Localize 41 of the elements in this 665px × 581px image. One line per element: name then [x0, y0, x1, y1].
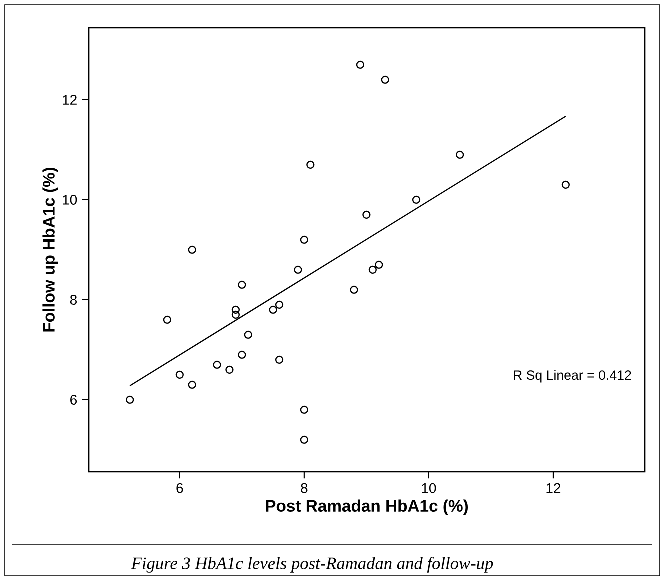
- point: [368, 266, 377, 274]
- point: [226, 366, 234, 374]
- point: [456, 150, 464, 160]
- x-tick-label: 6: [176, 483, 184, 494]
- point: [362, 210, 371, 220]
- point: [188, 380, 196, 390]
- point: [375, 260, 384, 270]
- point: [356, 60, 365, 70]
- x-tick-label: 12: [546, 483, 561, 494]
- point: [275, 300, 284, 310]
- y-axis-title: Follow up HbA1c (%): [42, 168, 58, 332]
- point: [238, 280, 246, 290]
- point: [126, 396, 134, 404]
- point: [269, 306, 278, 314]
- x-axis-title: Post Ramadan HbA1c (%): [266, 500, 468, 516]
- point: [232, 310, 240, 320]
- x-tick-label: 8: [301, 483, 308, 494]
- point: [232, 306, 240, 314]
- y-tick-label: 10: [63, 195, 78, 205]
- point: [381, 76, 390, 84]
- point: [244, 330, 252, 340]
- point: [300, 436, 308, 444]
- point: [275, 356, 284, 364]
- point: [562, 180, 570, 190]
- x-tick-label: 10: [422, 483, 436, 494]
- text: Figure 3 HbA1c levels post-Ramadan and follow-up: [131, 557, 494, 573]
- y-tick-label: 6: [70, 395, 78, 405]
- point: [350, 286, 358, 294]
- y-tick-label: 12: [63, 95, 77, 105]
- point: [213, 360, 222, 370]
- point: [306, 160, 315, 170]
- y-tick-label: 8: [70, 295, 78, 305]
- point: [294, 266, 302, 274]
- point: [163, 316, 172, 324]
- point: [188, 246, 196, 254]
- annotation: R Sq Linear = 0.412: [514, 370, 632, 383]
- point: [300, 406, 308, 414]
- point: [176, 370, 184, 380]
- point: [412, 196, 421, 204]
- point: [300, 236, 308, 244]
- point: [238, 350, 246, 360]
